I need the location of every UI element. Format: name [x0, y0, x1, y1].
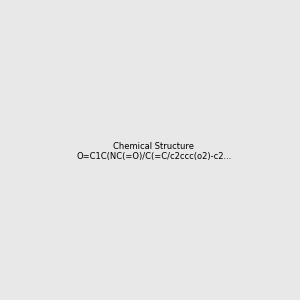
Text: Chemical Structure
O=C1C(NC(=O)/C(=C/c2ccc(o2)-c2...: Chemical Structure O=C1C(NC(=O)/C(=C/c2c… [76, 142, 231, 161]
